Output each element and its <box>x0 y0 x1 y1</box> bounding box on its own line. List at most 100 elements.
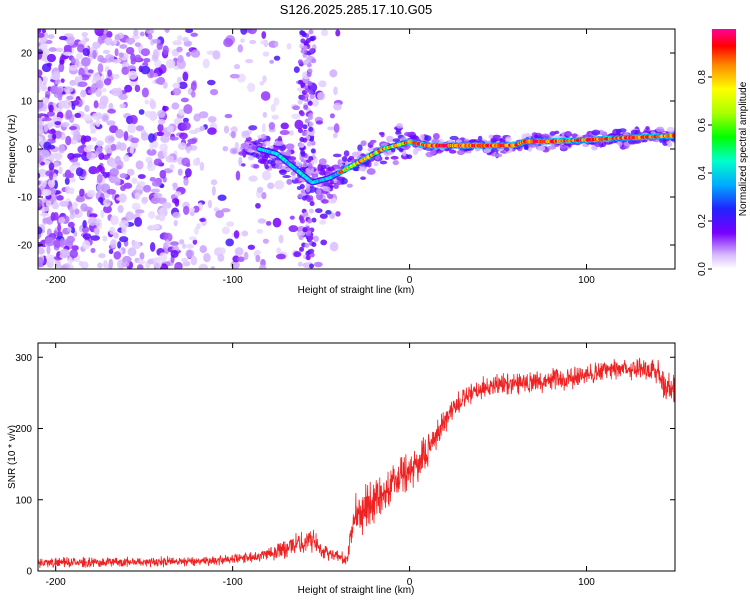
heat-cell <box>238 151 246 156</box>
heat-cell <box>43 123 49 133</box>
heat-cell <box>333 102 342 111</box>
heat-cell <box>160 134 170 143</box>
heat-cell <box>304 118 310 124</box>
heat-cell <box>217 253 225 262</box>
heat-cell <box>271 114 279 120</box>
heat-cell <box>148 133 155 143</box>
heat-cell <box>70 226 76 234</box>
heat-cell <box>229 73 240 79</box>
heat-cell <box>174 191 182 197</box>
y-tick-label: 10 <box>21 97 33 108</box>
heat-cell <box>69 249 78 259</box>
x-tick-label: 100 <box>578 275 595 286</box>
heat-cell <box>187 138 197 145</box>
heat-cell <box>300 151 306 157</box>
heat-cell <box>185 29 194 34</box>
heat-cell <box>105 199 111 204</box>
heat-cell <box>302 137 308 143</box>
heat-cell <box>198 111 209 119</box>
heat-cell <box>58 216 66 224</box>
heat-cell <box>92 112 102 121</box>
heat-cell <box>131 34 140 40</box>
heat-cell <box>221 208 231 213</box>
heat-cell <box>259 264 267 269</box>
heat-cell <box>190 32 198 37</box>
heat-cell <box>149 176 156 182</box>
heat-cell <box>172 40 183 46</box>
heat-cell <box>222 145 229 152</box>
heat-cell <box>300 95 306 101</box>
heat-cell <box>279 130 290 136</box>
heat-cell <box>72 134 82 141</box>
heat-cell <box>358 166 367 172</box>
heat-cell <box>103 205 112 214</box>
heat-cell <box>241 230 249 237</box>
heat-cell <box>275 253 286 260</box>
heat-cell <box>257 218 267 224</box>
heat-cell <box>117 205 124 214</box>
heat-cell <box>119 173 128 179</box>
heat-cell <box>46 53 56 63</box>
heat-cell <box>162 81 168 89</box>
heat-cell <box>309 36 315 42</box>
heat-cell <box>107 136 115 142</box>
heat-cell <box>180 121 191 131</box>
heat-cell <box>307 80 313 86</box>
heat-cell <box>335 29 341 37</box>
heat-cell <box>41 76 48 83</box>
heat-cell <box>299 143 305 149</box>
heat-cell <box>61 122 70 128</box>
heat-cell <box>58 144 66 154</box>
heat-cell <box>185 249 195 258</box>
y-tick-label: 0 <box>26 145 32 156</box>
heat-cell <box>284 151 292 157</box>
heat-cell <box>322 186 331 192</box>
heat-cell <box>46 111 55 117</box>
heat-cell <box>159 252 168 263</box>
heat-cell <box>449 135 459 141</box>
heat-cell <box>332 132 338 139</box>
heat-cell <box>38 188 42 198</box>
heat-cell <box>106 120 116 126</box>
heat-cell <box>103 78 112 86</box>
heat-cell <box>69 206 74 214</box>
heat-cell <box>90 247 96 254</box>
heat-cell <box>38 86 41 94</box>
heat-cell <box>537 145 546 151</box>
heat-cell <box>38 77 42 86</box>
heat-cell <box>72 153 83 158</box>
heat-cell <box>276 140 284 147</box>
heat-cell <box>119 103 126 109</box>
heat-cell <box>123 130 129 141</box>
heat-cell <box>316 187 321 195</box>
heat-cell <box>172 211 181 219</box>
heat-cell <box>143 57 151 63</box>
heat-cell <box>237 44 244 53</box>
heat-cell <box>118 142 127 151</box>
heat-cell <box>84 104 90 112</box>
spectrogram-ylabel: Frequency (Hz) <box>7 115 18 184</box>
heat-cell <box>96 140 104 147</box>
heat-cell <box>46 245 51 255</box>
heat-cell <box>390 155 399 160</box>
heat-cell <box>127 247 137 257</box>
heat-cell <box>221 226 230 235</box>
heat-cell <box>235 170 241 181</box>
heat-cell <box>87 69 94 74</box>
heat-cell <box>157 197 167 204</box>
heat-cell <box>248 175 258 182</box>
heat-cell <box>146 148 157 156</box>
heat-cell <box>246 82 256 93</box>
heat-cell <box>107 69 113 77</box>
heat-cell <box>300 48 306 54</box>
heat-cell <box>303 211 309 217</box>
heat-cell <box>134 42 141 48</box>
chart-title: S126.2025.285.17.10.G05 <box>280 2 433 17</box>
heat-cell <box>90 129 96 134</box>
heat-cell <box>67 227 72 232</box>
heat-cell <box>58 62 65 73</box>
heat-cell <box>492 134 501 139</box>
snr-frame <box>37 342 676 572</box>
heat-cell <box>81 240 91 250</box>
